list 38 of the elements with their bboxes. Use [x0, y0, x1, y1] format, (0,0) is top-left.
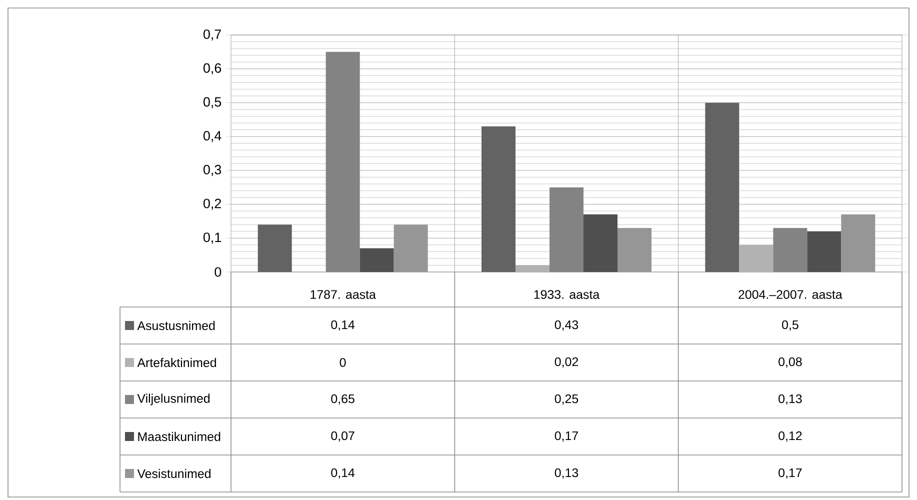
y-tick-label: 0,6 [203, 63, 222, 74]
legend-label: Artefaktinimed [137, 358, 216, 368]
x-tick-label: 1933. aasta [534, 290, 600, 299]
data-label: 0,17 [554, 431, 578, 442]
legend-label: Maastikunimed [138, 432, 220, 442]
data-label: 0,65 [331, 394, 354, 405]
data-label: 0,13 [554, 468, 578, 479]
bar [258, 224, 292, 272]
y-tick-label: 0,7 [203, 29, 221, 41]
bar [807, 231, 842, 272]
data-label: 0,14 [331, 468, 355, 479]
data-label: 0,14 [331, 320, 355, 331]
y-tick-label: 0,4 [203, 131, 222, 142]
x-tick-label: 2004.–2007. aasta [738, 290, 842, 299]
data-label: 0,25 [554, 394, 578, 405]
data-label: 0,5 [782, 320, 798, 331]
data-label: 0,02 [554, 357, 578, 368]
bar [705, 102, 740, 272]
bar [516, 265, 550, 272]
x-tick-label: 1787. aasta [310, 290, 376, 299]
data-label: 0,17 [778, 468, 802, 479]
bar [360, 248, 394, 272]
bar [482, 126, 516, 272]
y-tick-label: 0 [214, 267, 222, 277]
data-label: 0,07 [331, 431, 354, 442]
y-tick-label: 0,3 [203, 164, 222, 176]
data-label: 0,12 [778, 431, 802, 442]
bar [584, 214, 618, 272]
y-tick-label: 0,1 [203, 232, 221, 244]
legend-label: Viljelusnimed [137, 394, 210, 406]
legend-label: Vesistunimed [137, 468, 210, 478]
data-label: 0,08 [778, 357, 802, 368]
y-tick-label: 0,2 [203, 198, 221, 210]
data-label: 0,43 [554, 320, 578, 331]
y-tick-label: 0,5 [203, 97, 222, 108]
data-label: 0,13 [778, 394, 802, 405]
legend-label: Asustusnimed [137, 320, 215, 330]
data-label: 0 [340, 358, 346, 367]
